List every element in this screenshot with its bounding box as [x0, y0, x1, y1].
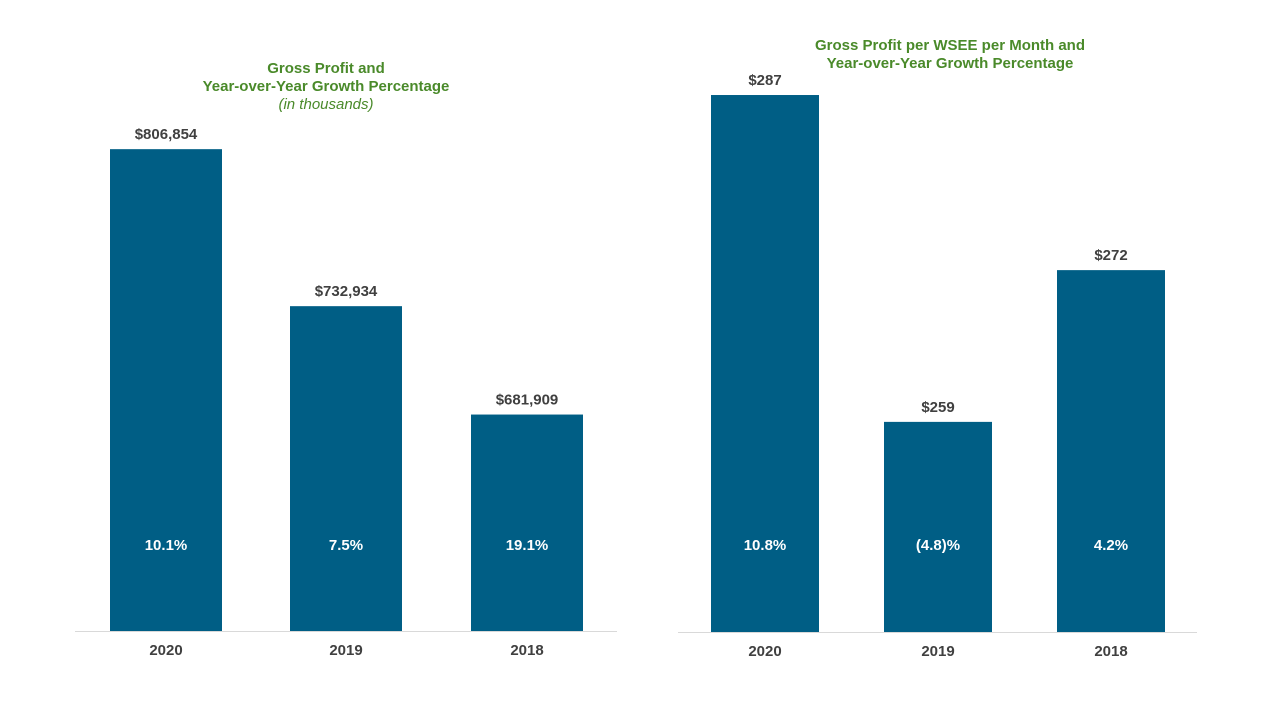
chart1-title-line2: Year-over-Year Growth Percentage: [202, 78, 450, 95]
chart2-growth-label-2020: 10.8%: [744, 537, 787, 554]
chart2-bar-2019: [884, 421, 992, 632]
chart1-title: Gross Profit and Year-over-Year Growth P…: [126, 60, 526, 114]
chart1-tick-label-2018: 2018: [510, 642, 543, 659]
chart2-bar-2018: [1057, 270, 1165, 632]
chart1-tick-label-2020: 2020: [149, 642, 182, 659]
chart1-value-label-2020: $806,854: [135, 126, 198, 143]
chart2-bar-2020: [711, 95, 819, 633]
chart1-value-label-2019: $732,934: [315, 283, 378, 300]
chart2-growth-label-2019: (4.8)%: [916, 537, 960, 554]
chart2-tick-label-2020: 2020: [748, 643, 781, 660]
chart1-bar-2020: [110, 149, 222, 631]
chart2-tick-label-2018: 2018: [1094, 643, 1127, 660]
chart1-title-line1: Gross Profit and: [267, 60, 385, 77]
chart2-value-label-2020: $287: [748, 72, 781, 89]
chart1-subtitle: (in thousands): [278, 96, 374, 113]
chart2-title: Gross Profit per WSEE per Month and Year…: [700, 37, 1200, 73]
chart1-bar-2019: [290, 306, 402, 631]
chart1-growth-label-2019: 7.5%: [329, 537, 363, 554]
chart2-title-line1: Gross Profit per WSEE per Month and: [814, 37, 1086, 54]
chart1-bar-2018: [471, 414, 583, 631]
chart2-growth-label-2018: 4.2%: [1094, 537, 1128, 554]
chart1-tick-label-2019: 2019: [329, 642, 362, 659]
chart1-value-label-2018: $681,909: [496, 392, 559, 409]
chart1-growth-label-2020: 10.1%: [145, 537, 188, 554]
chart1-growth-label-2018: 19.1%: [506, 537, 549, 554]
chart2-tick-label-2019: 2019: [921, 643, 954, 660]
chart2-title-line2: Year-over-Year Growth Percentage: [826, 55, 1074, 72]
chart2-value-label-2019: $259: [921, 399, 954, 416]
chart2-value-label-2018: $272: [1094, 247, 1127, 264]
